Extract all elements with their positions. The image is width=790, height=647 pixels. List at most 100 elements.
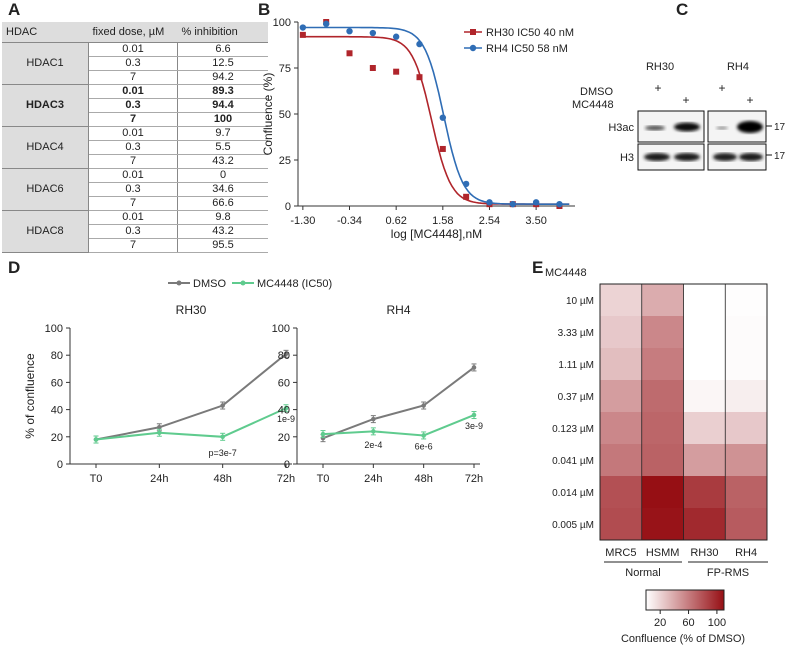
dose-cell: 7 [88,112,178,127]
heatmap-cell [600,508,643,541]
legend-label: MC4448 (IC50) [257,278,332,290]
blot-band [644,153,670,161]
x-tick-label: 72h [465,473,483,485]
plus-sign: + [682,93,689,107]
x-tick-label: 1.58 [432,215,453,227]
y-tick-label: 40 [278,405,290,417]
colorbar-label: Confluence (% of DMSO) [621,633,745,645]
dose-cell: 0.3 [88,56,178,71]
heatmap-title: MC4448 [545,267,587,279]
inhibition-cell: 43.2 [177,224,268,239]
y-tick-label: 0 [284,459,290,471]
heatmap-cell [725,380,768,413]
band-label: H3 [620,152,634,164]
heatmap-cell [683,348,726,381]
x-tick-label: -0.34 [337,215,362,227]
data-point [421,433,426,438]
data-point [439,114,447,121]
data-point [93,437,99,442]
heatmap-row-label: 0.041 µM [552,456,594,467]
table-row: HDAC1 0.01 6.6 [2,42,268,85]
data-point [393,68,400,75]
table-row: 0.3 5.5 [2,140,268,155]
dose-cell: 7 [88,70,178,85]
data-point [532,199,540,206]
p-value-annotation: 1e-9 [277,414,295,424]
heatmap-cell [683,284,726,317]
heatmap-cell [725,316,768,349]
legend-label: DMSO [193,278,226,290]
y-tick-label: 100 [273,17,291,29]
legend-marker [469,44,477,52]
inhibition-cell: 89.3 [177,84,268,99]
inhibition-cell: 0 [177,168,268,183]
y-tick-label: 0 [57,459,63,471]
table-row: 7 100 [2,112,268,127]
x-tick-label: -1.30 [290,215,315,227]
lane-label: RH30 [646,61,674,73]
legend-marker [240,280,246,286]
blot-band [674,122,700,132]
data-point [392,33,400,40]
y-tick-label: 100 [45,323,63,335]
data-point [556,200,563,208]
series-line [322,414,475,437]
heatmap-cell [683,444,726,477]
inhibition-cell: 94.4 [177,98,268,113]
table-row: 0.3 43.2 [2,224,268,239]
y-axis-label: % of confluence [23,353,37,439]
x-tick-label: 3.50 [525,215,546,227]
table-row: 0.3 94.4 [2,98,268,113]
heatmap-cell [600,284,643,317]
heatmap-row-label: 0.123 µM [552,424,594,435]
treatment-label: DMSO [580,86,613,98]
legend-label: RH30 IC50 40 nM [486,27,574,39]
dose-cell: 7 [88,154,178,169]
dose-cell: 7 [88,196,178,211]
data-point [220,403,225,408]
inhibition-cell: 9.8 [177,210,268,225]
heatmap-cell [725,348,768,381]
x-tick-label: 24h [150,473,168,485]
heatmap-cell [600,444,643,477]
y-tick-label: 80 [51,350,63,362]
inhibition-cell: 34.6 [177,182,268,197]
heatmap-cell [725,284,768,317]
y-tick-label: 40 [51,405,63,417]
heatmap-cell [683,380,726,413]
p-value-annotation: 2e-4 [364,440,382,450]
table-row: HDAC4 0.01 9.7 [2,126,268,169]
x-tick-label: T0 [90,473,103,485]
plus-sign: + [654,81,661,95]
subplot-title: RH30 [176,303,207,317]
heatmap-cell [600,476,643,509]
data-point [416,40,423,48]
p-value-annotation: 6e-6 [415,441,433,451]
subplot-title: RH4 [386,303,410,317]
plus-sign: + [718,81,725,95]
y-tick-label: 60 [51,377,63,389]
legend-marker [470,29,476,35]
data-point [471,412,477,418]
series-line [322,366,475,440]
dose-cell: 0.01 [88,168,178,183]
heatmap-column-label: RH4 [735,547,757,559]
data-point [471,365,477,370]
x-axis-label: log [MC4448],nM [391,227,482,241]
data-point [299,24,307,31]
data-point [320,435,326,441]
heatmap-row-label: 0.005 µM [552,520,594,531]
hdac-name-cell: HDAC8 [2,210,89,253]
data-point [369,65,376,71]
heatmap-row-label: 0.014 µM [552,488,594,499]
dose-cell: 7 [88,238,178,253]
colorbar [645,589,725,611]
p-value-annotation: p=3e-7 [209,448,237,458]
hdac-name-cell: HDAC6 [2,168,89,211]
heatmap-cell [725,476,768,509]
table-row: 7 43.2 [2,154,268,169]
inhibition-cell: 100 [177,112,268,127]
